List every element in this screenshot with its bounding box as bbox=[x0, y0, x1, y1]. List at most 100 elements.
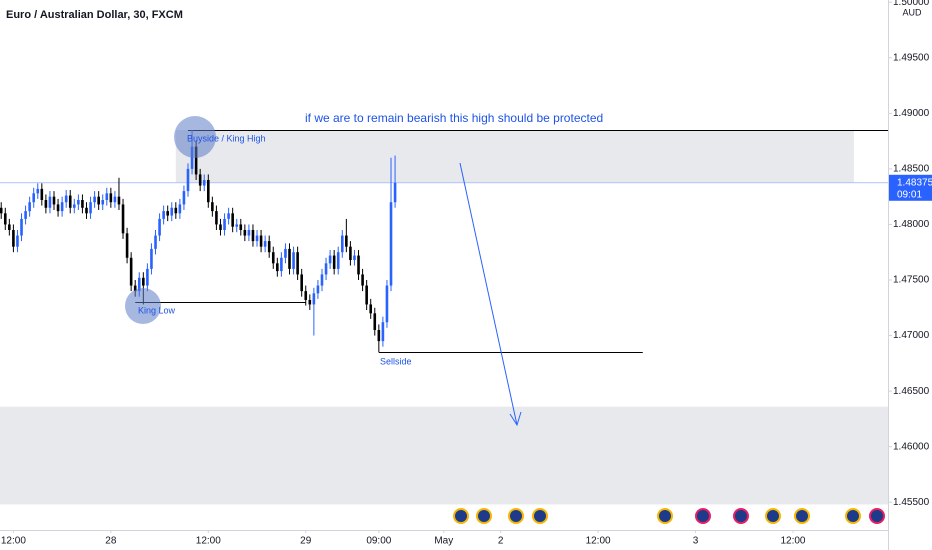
candle-body bbox=[101, 200, 105, 205]
annotation: Buyside / King High bbox=[187, 133, 266, 143]
candle-body bbox=[243, 230, 247, 236]
candle-body bbox=[186, 168, 190, 192]
candle-body bbox=[328, 255, 332, 264]
event-icon[interactable] bbox=[476, 508, 492, 524]
candle-body bbox=[267, 241, 271, 253]
event-icon[interactable] bbox=[657, 508, 673, 524]
event-icon[interactable] bbox=[508, 508, 524, 524]
candle-body bbox=[288, 248, 291, 269]
candle-body bbox=[85, 207, 88, 214]
candle-body bbox=[170, 207, 174, 216]
y-tick-label: 1.48500 bbox=[893, 164, 930, 175]
x-tick-label: 28 bbox=[105, 536, 117, 547]
candle-body bbox=[316, 285, 320, 294]
arrow-head bbox=[509, 411, 522, 427]
candle-body bbox=[125, 233, 129, 258]
candle-body bbox=[223, 218, 226, 230]
candle-body bbox=[373, 313, 377, 330]
candle-body bbox=[332, 255, 336, 269]
x-tick-label: 12:00 bbox=[780, 536, 805, 547]
candle-body bbox=[255, 235, 259, 242]
candle-body bbox=[12, 230, 15, 247]
x-tick-label: 12:00 bbox=[196, 536, 221, 547]
candle-body bbox=[73, 204, 76, 208]
candle-body bbox=[52, 196, 56, 205]
candle-body bbox=[146, 268, 149, 286]
candle-body bbox=[162, 211, 165, 219]
zone bbox=[175, 130, 854, 183]
event-icon[interactable] bbox=[845, 508, 861, 524]
candle-body bbox=[182, 191, 186, 205]
event-icon[interactable] bbox=[794, 508, 810, 524]
candle-body bbox=[206, 180, 210, 203]
candle-body bbox=[16, 235, 19, 247]
candle-body bbox=[361, 274, 364, 286]
candle-body bbox=[336, 252, 340, 269]
candle-body bbox=[68, 195, 72, 208]
candle-body bbox=[385, 285, 389, 323]
candle-body bbox=[24, 211, 27, 219]
candle-body bbox=[296, 252, 299, 275]
candle-body bbox=[353, 255, 356, 260]
candle-body bbox=[194, 146, 198, 175]
candle-body bbox=[381, 322, 385, 342]
candle-body bbox=[166, 211, 169, 216]
event-icon[interactable] bbox=[453, 508, 469, 524]
event-icon[interactable] bbox=[733, 508, 749, 524]
event-icons bbox=[453, 508, 885, 524]
event-icon[interactable] bbox=[695, 508, 711, 524]
candle-body bbox=[300, 274, 303, 292]
highlight-circle bbox=[125, 288, 161, 324]
candle-body bbox=[369, 304, 373, 314]
y-tick-label: 1.50000 bbox=[893, 0, 930, 8]
y-tick-label: 1.46000 bbox=[893, 441, 930, 452]
candle-body bbox=[312, 293, 316, 305]
candle-body bbox=[304, 291, 308, 300]
candle-body bbox=[105, 193, 109, 200]
x-tick-label: 12:00 bbox=[586, 536, 611, 547]
candle-body bbox=[32, 193, 36, 203]
candle-body bbox=[93, 196, 96, 203]
highlight-circle bbox=[174, 116, 216, 158]
candle-body bbox=[247, 230, 251, 236]
candle-body bbox=[211, 202, 214, 212]
plot bbox=[0, 130, 888, 505]
candle-body bbox=[89, 202, 92, 214]
arrow-line bbox=[459, 162, 518, 426]
candle-body bbox=[239, 224, 243, 230]
candle-body bbox=[8, 224, 11, 230]
candle-body bbox=[117, 196, 121, 205]
candle-body bbox=[109, 193, 113, 203]
candle-body bbox=[340, 235, 344, 253]
candle-body bbox=[44, 200, 48, 208]
event-icon[interactable] bbox=[869, 508, 885, 524]
candle-body bbox=[28, 202, 31, 212]
candle-body bbox=[178, 204, 182, 214]
candle-body bbox=[377, 330, 381, 342]
candle-body bbox=[271, 252, 275, 264]
candle-body bbox=[121, 204, 125, 234]
candle-body bbox=[202, 180, 206, 186]
candle-body bbox=[133, 285, 137, 292]
candle-body bbox=[389, 202, 393, 286]
x-tick-label: 29 bbox=[300, 536, 312, 547]
currency: AUD bbox=[902, 7, 922, 17]
candle-body bbox=[174, 207, 178, 214]
y-tick-label: 1.49500 bbox=[893, 52, 930, 63]
chart-title: Euro / Australian Dollar, 30, FXCM bbox=[6, 9, 183, 21]
candle-body bbox=[357, 255, 360, 275]
x-tick-label: 12:00 bbox=[1, 536, 26, 547]
candle-body bbox=[77, 200, 80, 205]
price-label: 1.48375 bbox=[897, 177, 932, 188]
y-tick-label: 1.49000 bbox=[893, 108, 930, 119]
y-tick-label: 1.47500 bbox=[893, 275, 930, 286]
y-tick-label: 1.45500 bbox=[893, 497, 930, 508]
candle-body bbox=[113, 196, 117, 203]
event-icon[interactable] bbox=[532, 508, 548, 524]
candle-body bbox=[150, 248, 153, 269]
candle-body bbox=[292, 252, 295, 269]
x-tick-label: 3 bbox=[693, 536, 699, 547]
event-icon[interactable] bbox=[765, 508, 781, 524]
annotation: King Low bbox=[138, 305, 176, 315]
